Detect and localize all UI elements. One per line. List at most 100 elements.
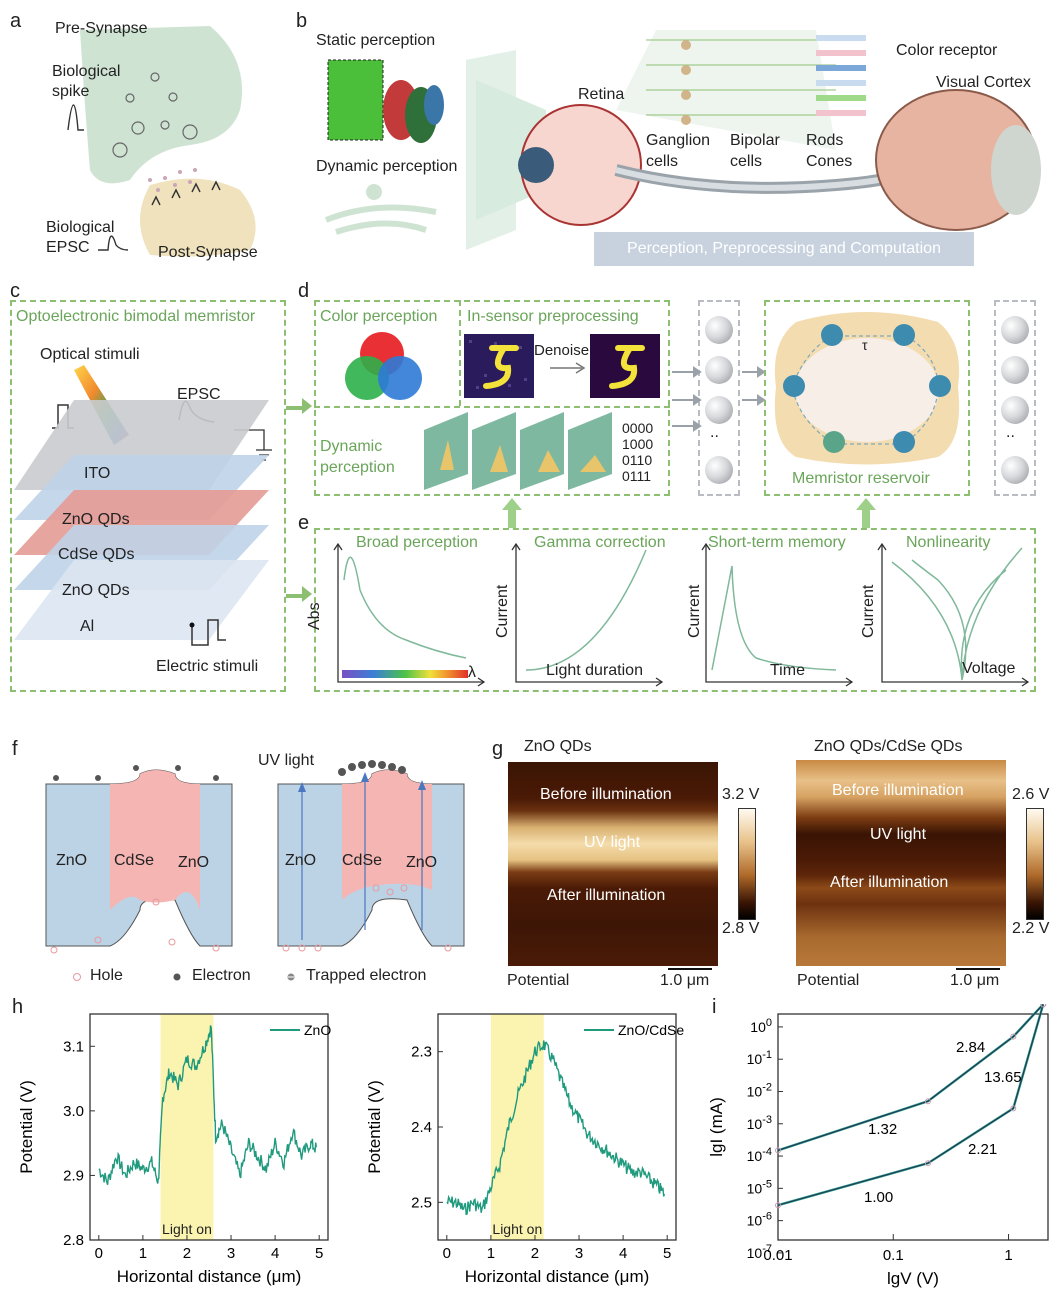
legend-label: ZnO/CdSe <box>618 1022 684 1038</box>
hole-icon <box>73 973 81 981</box>
x-tick-label: 3 <box>575 1245 583 1262</box>
light-duration-xlabel: Light duration <box>546 662 643 679</box>
pathway-banner: Perception, Preprocessing and Computatio… <box>627 240 941 257</box>
layer-al: Al <box>80 618 95 635</box>
g-left-band-after: After illumination <box>547 887 666 904</box>
data-series-line <box>98 1025 317 1186</box>
g-left-potential: Potential <box>507 972 570 989</box>
preprocessing-label: In-sensor preprocessing <box>467 308 639 325</box>
panel-label-h: h <box>12 996 24 1018</box>
y-axis-label: Potential (V) <box>17 1080 36 1174</box>
visual-pathway-illustration <box>324 30 1041 266</box>
broad-perception-title: Broad perception <box>356 534 478 551</box>
code-0110: 0110 <box>622 452 653 468</box>
color-perception-label: Color perception <box>320 308 438 325</box>
electric-stimuli-label: Electric stimuli <box>156 658 259 675</box>
scale-bar-left <box>668 968 712 970</box>
input-neuron <box>705 456 733 484</box>
code-1000: 1000 <box>622 436 654 452</box>
light-on-label: Light on <box>162 1221 212 1237</box>
post-synapse-label: Post-Synapse <box>158 244 258 261</box>
abs-ylabel: Abs <box>306 602 323 630</box>
tau-label: τ <box>862 337 868 353</box>
y-axis-label: lgI (mA) <box>707 1097 726 1157</box>
y-tick-label: 10-2 <box>747 1081 772 1099</box>
legend-electron: Electron <box>192 967 251 984</box>
y-tick-label: 2.8 <box>63 1232 84 1249</box>
reservoir-label: Memristor reservoir <box>792 470 930 487</box>
data-point <box>924 1160 931 1167</box>
reservoir-diagram <box>774 312 960 465</box>
y-axis-label: Potential (V) <box>365 1080 384 1174</box>
perception-box <box>314 300 670 496</box>
x-tick-label: 0 <box>443 1245 451 1262</box>
clean-digit-image <box>590 334 660 398</box>
x-tick-label: 3 <box>227 1245 235 1262</box>
electron-icon <box>173 973 181 981</box>
arrow-icon <box>502 498 522 528</box>
input-neuron <box>705 316 733 344</box>
pre-synapse-label: Pre-Synapse <box>55 20 148 37</box>
potential-chart-zno-cdse: Light on 0 1 2 3 4 5 2.3 2.4 2.5 Horizontal distan… <box>365 1013 684 1286</box>
arrow-icon <box>856 498 876 528</box>
slope-label: 1.00 <box>864 1189 893 1206</box>
y-tick-label: 2.9 <box>63 1167 84 1184</box>
y-tick-label: 3.0 <box>63 1103 84 1120</box>
y-tick-label: 3.1 <box>63 1038 84 1055</box>
biological-spike-label: Biological spike <box>52 63 121 100</box>
current-ylabel-3: Current <box>860 584 877 638</box>
properties-box <box>314 528 1036 692</box>
x-tick-label: 1 <box>139 1245 147 1262</box>
g-right-band-before: Before illumination <box>832 782 964 799</box>
layer-zno-top: ZnO QDs <box>62 511 130 528</box>
uv-light-label: UV light <box>258 752 315 769</box>
bipolar-cells-label: Bipolar cells <box>730 132 780 170</box>
slope-label: 2.84 <box>956 1039 985 1056</box>
arrow-icon <box>286 398 312 602</box>
g-left-title: ZnO QDs <box>524 738 592 755</box>
colorbar-right-top: 2.6 V <box>1012 786 1050 803</box>
plot-frame <box>89 1013 329 1241</box>
retina-label: Retina <box>578 86 625 103</box>
x-tick-label: 1 <box>487 1245 495 1262</box>
nonlinearity-title: Nonlinearity <box>906 534 991 551</box>
colorbar-right-bottom: 2.2 V <box>1012 920 1050 937</box>
input-neuron <box>705 396 733 424</box>
memristor-stack-illustration <box>14 365 272 646</box>
colorbar-left-bottom: 2.8 V <box>722 920 760 937</box>
static-perception-label: Static perception <box>316 32 436 49</box>
visual-cortex-label: Visual Cortex <box>936 74 1031 91</box>
f-right-cdse: CdSe <box>342 852 383 869</box>
f-left-zno-2: ZnO <box>178 854 210 871</box>
arrow-icon <box>550 362 586 374</box>
iv-loglog-chart: 0.01 0.1 1 100 10-1 10-2 10-3 10-4 10-5 10-6 10-7 2… <box>707 1004 1049 1288</box>
x-tick-label: 1 <box>1004 1247 1012 1264</box>
band-diagram <box>45 760 465 954</box>
output-neuron <box>1001 316 1029 344</box>
data-point <box>1040 1004 1047 1008</box>
rgb-circles-icon <box>345 332 422 400</box>
panel-label-c: c <box>10 280 20 302</box>
gamma-correction-title: Gamma correction <box>534 534 666 551</box>
g-right-title: ZnO QDs/CdSe QDs <box>814 738 963 755</box>
x-axis-label: Horizontal distance (μm) <box>465 1267 650 1286</box>
data-series-line <box>777 1004 1044 1151</box>
f-right-zno-2: ZnO <box>406 854 438 871</box>
time-xlabel: Time <box>770 662 805 679</box>
panel-label-i: i <box>712 996 717 1018</box>
g-left-band-uv: UV light <box>584 834 641 851</box>
lambda-xlabel: λ <box>468 664 476 681</box>
f-right-zno-1: ZnO <box>285 852 317 869</box>
code-0000: 0000 <box>622 420 654 436</box>
f-left-zno-1: ZnO <box>56 852 88 869</box>
panel-label-e: e <box>298 512 310 534</box>
output-layer <box>994 300 1036 496</box>
scale-bar-left-label: 1.0 μm <box>660 972 710 989</box>
colorbar-left-top: 3.2 V <box>722 786 760 803</box>
x-tick-label: 4 <box>619 1245 627 1262</box>
current-ylabel-2: Current <box>686 584 703 638</box>
y-tick-label: 10-1 <box>747 1049 772 1067</box>
x-tick-label: 0 <box>95 1245 103 1262</box>
legend-trapped-electron: Trapped electron <box>306 967 427 984</box>
input-layer <box>698 300 740 496</box>
